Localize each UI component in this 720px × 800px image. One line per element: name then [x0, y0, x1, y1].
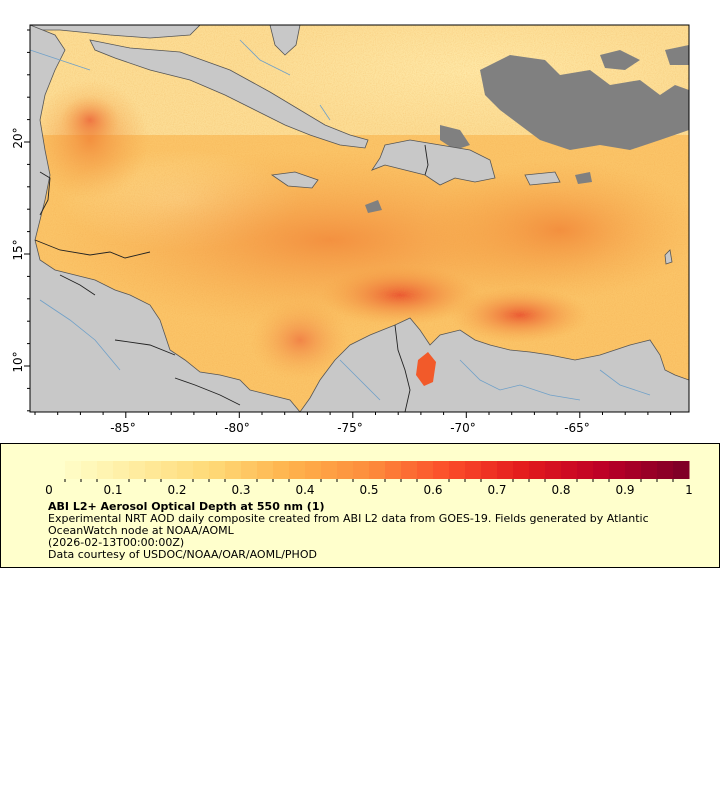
colorbar-cell	[577, 461, 594, 479]
colorbar-cell	[593, 461, 610, 479]
colorbar-tick-label: 1	[685, 483, 693, 497]
legend-description: Experimental NRT AOD daily composite cre…	[48, 512, 649, 525]
colorbar-cells	[49, 461, 690, 479]
colorbar-cell	[625, 461, 642, 479]
colorbar-cell	[545, 461, 562, 479]
colorbar-cell	[49, 461, 66, 479]
colorbar-cell	[65, 461, 82, 479]
colorbar-cell	[417, 461, 434, 479]
colorbar-cell	[129, 461, 146, 479]
country-borders	[34, 144, 429, 412]
colorbar-cell	[449, 461, 466, 479]
colorbar-tick-label: 0.3	[231, 483, 250, 497]
legend-title: ABI L2+ Aerosol Optical Depth at 550 nm …	[48, 500, 325, 513]
lat-tick-label: 20°	[11, 127, 25, 148]
colorbar-tick-label: 0.5	[359, 483, 378, 497]
colorbar-tick-label: 0.7	[487, 483, 506, 497]
colorbar-cell	[81, 461, 98, 479]
colorbar-ticks: 0 0.1 0.2 0.3 0.4 0.5 0.6 0.7 0.8 0.9 1	[45, 479, 693, 497]
landmass	[30, 25, 689, 412]
colorbar-cell	[257, 461, 274, 479]
colorbar-cell	[113, 461, 130, 479]
cloud-mask	[365, 45, 689, 213]
lon-tick-label: -65°	[564, 421, 590, 435]
legend-panel: 0 0.1 0.2 0.3 0.4 0.5 0.6 0.7 0.8 0.9 1 ABI L2+ Ae…	[0, 443, 720, 568]
colorbar-cell	[529, 461, 546, 479]
lat-tick-label: 15°	[11, 239, 25, 260]
colorbar-cell	[305, 461, 322, 479]
colorbar-tick-label: 0.8	[551, 483, 570, 497]
aod-map: -85° -80° -75° -70° -65° 20° 15° 10°	[11, 24, 690, 435]
colorbar-cell	[385, 461, 402, 479]
lon-tick-label: -85°	[110, 421, 136, 435]
lon-tick-label: -75°	[337, 421, 363, 435]
colorbar-cell	[481, 461, 498, 479]
map-frame	[29, 24, 690, 413]
colorbar-cell	[657, 461, 674, 479]
legend-time: (2026-02-13T00:00:00Z)	[48, 536, 185, 549]
colorbar-cell	[337, 461, 354, 479]
legend-text: ABI L2+ Aerosol Optical Depth at 550 nm …	[48, 501, 688, 561]
lake-maracaibo	[416, 352, 436, 386]
colorbar-cell	[145, 461, 162, 479]
colorbar-cell	[321, 461, 338, 479]
colorbar-cell	[641, 461, 658, 479]
latitude-axis: 20° 15° 10°	[11, 127, 25, 372]
aod-field	[30, 25, 689, 412]
colorbar-tick-label: 0.4	[295, 483, 314, 497]
colorbar-cell	[673, 461, 690, 479]
colorbar-tick-label: 0.1	[103, 483, 122, 497]
lon-tick-label: -80°	[224, 421, 250, 435]
colorbar-tick-label: 0.9	[615, 483, 634, 497]
colorbar-cell	[241, 461, 258, 479]
colorbar-cell	[513, 461, 530, 479]
legend-credit: Data courtesy of USDOC/NOAA/OAR/AOML/PHO…	[48, 548, 317, 561]
longitude-axis: -85° -80° -75° -70° -65°	[110, 421, 590, 435]
colorbar-tick-label: 0.2	[167, 483, 186, 497]
axis-ticks	[24, 29, 672, 418]
colorbar-cell	[369, 461, 386, 479]
lat-tick-label: 10°	[11, 351, 25, 372]
colorbar-cell	[177, 461, 194, 479]
colorbar-tick-label: 0	[45, 483, 53, 497]
legend-description-2: OceanWatch node at NOAA/AOML	[48, 524, 234, 537]
colorbar-cell	[561, 461, 578, 479]
colorbar-cell	[273, 461, 290, 479]
lon-tick-label: -70°	[450, 421, 476, 435]
colorbar-cell	[209, 461, 226, 479]
colorbar-cell	[433, 461, 450, 479]
colorbar-cell	[465, 461, 482, 479]
colorbar-cell	[97, 461, 114, 479]
colorbar-cell	[289, 461, 306, 479]
colorbar: 0 0.1 0.2 0.3 0.4 0.5 0.6 0.7 0.8 0.9 1	[45, 461, 693, 497]
colorbar-cell	[401, 461, 418, 479]
colorbar-cell	[161, 461, 178, 479]
colorbar-cell	[193, 461, 210, 479]
rivers	[30, 39, 651, 401]
colorbar-cell	[225, 461, 242, 479]
colorbar-cell	[497, 461, 514, 479]
colorbar-tick-label: 0.6	[423, 483, 442, 497]
colorbar-cell	[353, 461, 370, 479]
colorbar-cell	[609, 461, 626, 479]
